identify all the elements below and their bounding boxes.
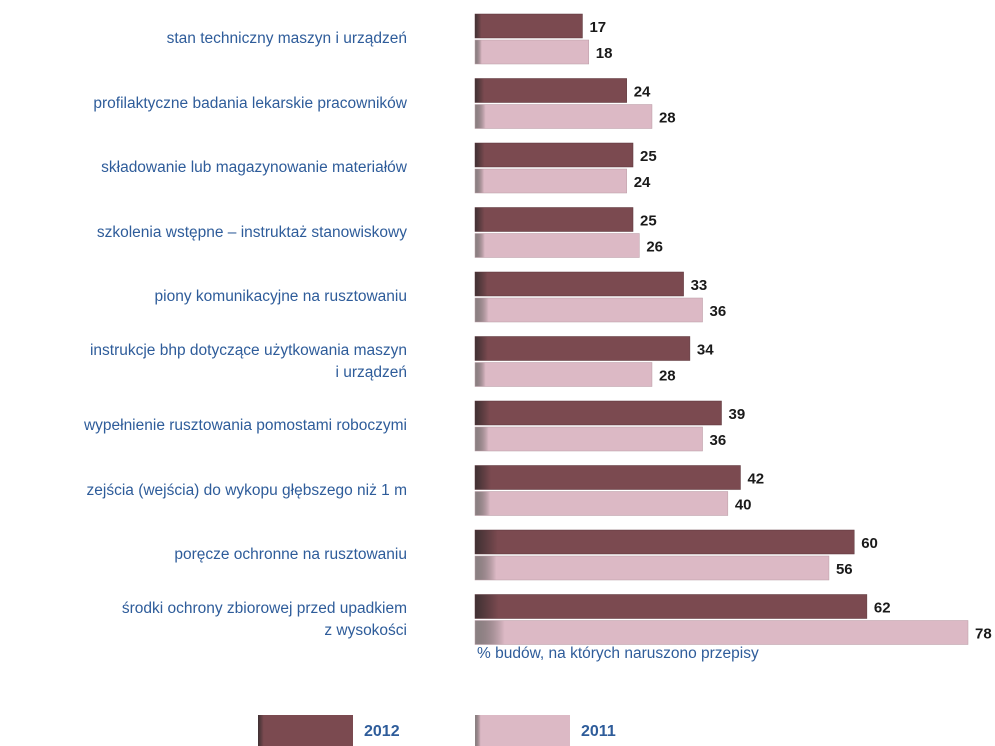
value-label: 56 — [836, 561, 853, 578]
category-label: szkolenia wstępne – instruktaż stanowisk… — [96, 223, 407, 241]
value-label: 36 — [710, 432, 727, 449]
bar — [474, 465, 741, 490]
bar — [474, 620, 969, 645]
value-label: 40 — [735, 496, 752, 513]
category-label: wypełnienie rusztowania pomostami robocz… — [83, 417, 407, 434]
bar — [474, 491, 729, 516]
category-label: profilaktyczne badania lekarskie pracown… — [93, 94, 407, 112]
legend-swatch — [258, 715, 353, 746]
value-label: 78 — [975, 625, 992, 642]
bar — [474, 271, 684, 297]
value-label: 39 — [729, 406, 746, 423]
legend-swatch — [475, 715, 570, 746]
category-label: środki ochrony zbiorowej przed upadkiem … — [121, 599, 407, 639]
bar — [474, 362, 653, 387]
value-label: 33 — [691, 277, 708, 294]
bar — [474, 400, 722, 426]
value-label: 24 — [634, 174, 651, 191]
bar — [474, 297, 703, 323]
value-label: 25 — [640, 148, 657, 165]
value-label: 34 — [697, 341, 714, 358]
bar — [474, 13, 583, 39]
bar — [474, 336, 691, 361]
value-label: 18 — [596, 45, 613, 62]
bar — [474, 39, 590, 65]
bar — [474, 207, 634, 232]
value-label: 60 — [861, 535, 878, 552]
legend-label: 2012 — [364, 723, 400, 740]
value-label: 28 — [659, 367, 676, 384]
bar — [474, 104, 653, 129]
x-axis-label: % budów, na których naruszono przepisy — [477, 645, 759, 662]
category-label: piony komunikacyjne na rusztowaniu — [154, 288, 407, 305]
value-label: 25 — [640, 212, 657, 229]
value-label: 42 — [747, 470, 764, 487]
category-label: zejścia (wejścia) do wykopu głębszego ni… — [86, 481, 407, 499]
bar — [474, 426, 703, 452]
legend-label: 2011 — [581, 723, 616, 740]
bar — [474, 594, 868, 619]
bar — [474, 142, 634, 168]
bar — [474, 168, 627, 194]
value-label: 17 — [589, 19, 606, 36]
bar — [474, 555, 830, 581]
value-label: 26 — [646, 238, 663, 255]
value-label: 62 — [874, 599, 891, 616]
bar — [474, 529, 855, 555]
value-label: 28 — [659, 109, 676, 126]
category-label: składowanie lub magazynowanie materiałów — [101, 159, 407, 176]
category-label: poręcze ochronne na rusztowaniu — [174, 546, 407, 563]
category-label: stan techniczny maszyn i urządzeń — [166, 30, 407, 47]
bar — [474, 78, 627, 103]
bar — [474, 233, 640, 258]
value-label: 24 — [634, 83, 651, 100]
category-label: instrukcje bhp dotyczące użytkowania mas… — [89, 341, 407, 381]
value-label: 36 — [710, 303, 727, 320]
